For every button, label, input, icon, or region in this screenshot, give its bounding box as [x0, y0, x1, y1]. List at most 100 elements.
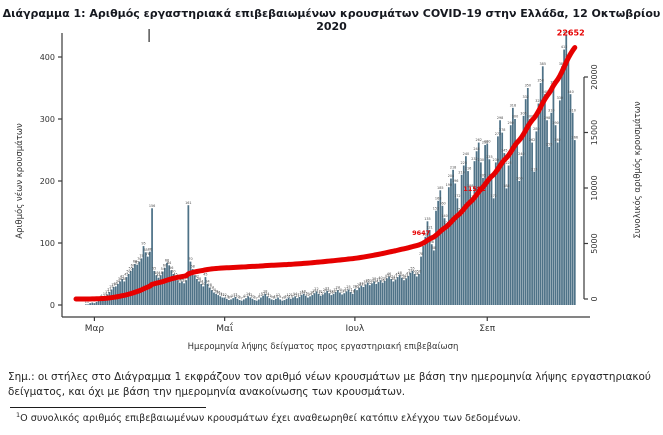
bar-label: 66 — [133, 260, 137, 264]
bar-label: 14 — [265, 292, 269, 296]
bar-label: 216 — [465, 167, 471, 171]
bar — [208, 287, 211, 305]
bar-label: 16 — [310, 291, 314, 295]
bar — [518, 181, 521, 305]
bar — [228, 300, 230, 305]
bar-label: 161 — [185, 201, 191, 205]
bar — [87, 304, 89, 305]
footnote-text: Ο συνολικός αριθμός επιβεβαιωμένων κρουσ… — [20, 413, 521, 425]
stray-mark — [148, 29, 150, 42]
bar — [413, 274, 416, 305]
left-axis-tick-label: 400 — [40, 53, 55, 62]
bar — [174, 277, 177, 305]
bar — [343, 293, 346, 305]
bar-label: 19 — [342, 289, 346, 293]
bar — [85, 304, 87, 305]
bar-label: 260 — [484, 139, 490, 143]
bar-label: 305 — [520, 112, 526, 116]
bar-label: 20 — [338, 288, 342, 292]
right-axis-tick-label: 20000 — [590, 64, 599, 89]
bar — [255, 300, 258, 305]
bar — [146, 256, 149, 305]
bar — [418, 274, 420, 305]
bar-label: 12 — [306, 293, 310, 297]
bar — [277, 297, 279, 305]
bar-label: 46 — [415, 272, 419, 276]
bar — [558, 100, 561, 306]
bar-label: 25 — [109, 285, 113, 289]
bar — [345, 291, 348, 305]
bar-label: 98 — [430, 240, 434, 244]
bar — [251, 298, 254, 305]
bar — [326, 290, 328, 305]
bar-label: 8 — [239, 296, 241, 300]
bar-label: 290 — [507, 121, 513, 125]
bar — [552, 84, 555, 306]
bar — [482, 177, 484, 305]
bar-label: 19 — [312, 289, 316, 293]
bar — [321, 294, 324, 305]
bar — [151, 208, 153, 305]
figure-note: Σημ.: οι στήλες στο Διάγραμμα 1 εκφράζου… — [8, 371, 651, 399]
bar — [548, 146, 551, 305]
bar-label: 248 — [473, 147, 479, 151]
bar — [157, 277, 160, 305]
bar-label: 225 — [505, 161, 511, 165]
bar — [164, 267, 166, 305]
bar-label: 121 — [426, 226, 432, 230]
bar-label: 38 — [118, 277, 122, 281]
bar-label: 21 — [107, 288, 111, 292]
bar-label: 43 — [385, 274, 389, 278]
bar-label: 31 — [359, 281, 363, 285]
bar — [535, 131, 538, 305]
bar — [253, 300, 256, 305]
bar — [89, 303, 92, 305]
bar-label: 436 — [563, 30, 569, 34]
bar — [509, 125, 512, 305]
bar — [546, 120, 548, 306]
bar — [315, 291, 318, 305]
bar — [198, 281, 200, 305]
bar — [215, 293, 217, 305]
bar-label: 88 — [432, 246, 436, 250]
bar-label: 12 — [248, 293, 252, 297]
bar-label: 15 — [304, 291, 308, 295]
bar-label: 8 — [228, 296, 230, 300]
bar — [507, 165, 510, 305]
bar-label: 28 — [208, 283, 212, 287]
bar — [524, 99, 527, 305]
bar-label: 150 — [456, 208, 462, 212]
bar — [426, 221, 429, 305]
bar-label: 34 — [199, 280, 203, 284]
bar — [302, 293, 305, 305]
bar-label: 48 — [398, 271, 402, 275]
bar — [185, 280, 188, 305]
bar-label: 300 — [527, 115, 533, 119]
bar — [319, 295, 322, 305]
bar-label: 36 — [178, 278, 182, 282]
bar — [300, 295, 303, 305]
bar — [388, 276, 390, 305]
bar — [494, 162, 497, 305]
bar — [422, 246, 425, 305]
bar-label: 318 — [510, 103, 516, 107]
bar — [375, 283, 378, 305]
bar-label: 11 — [267, 294, 271, 298]
bar-label: 44 — [400, 273, 404, 277]
bar — [140, 258, 143, 305]
bar-label: 20 — [212, 288, 216, 292]
bar — [392, 281, 395, 305]
bar — [415, 276, 418, 305]
bar-label: 86 — [148, 247, 152, 251]
bar — [405, 278, 407, 305]
bar-label: 18 — [301, 289, 305, 293]
bar-label: 7 — [281, 296, 283, 300]
bar — [221, 297, 224, 305]
bar — [272, 300, 275, 305]
footnote: 1Ο συνολικός αριθμός επιβεβαιωμένων κρου… — [16, 411, 656, 424]
bar-label: 78 — [419, 252, 423, 256]
bar-label: 340 — [542, 90, 548, 94]
bar — [332, 293, 335, 305]
bar-label: 9 — [230, 295, 232, 299]
bar — [420, 256, 422, 305]
